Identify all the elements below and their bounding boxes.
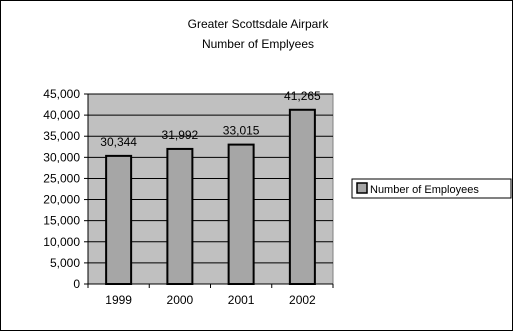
legend-label: Number of Employees bbox=[370, 184, 479, 196]
y-tick-label: 35,000 bbox=[43, 129, 80, 143]
y-tick-label: 15,000 bbox=[43, 214, 80, 228]
bar-2002 bbox=[288, 108, 316, 285]
y-tick-label: 0 bbox=[73, 277, 80, 291]
legend-swatch bbox=[356, 182, 368, 194]
data-label: 41,265 bbox=[284, 89, 321, 103]
data-label: 31,992 bbox=[162, 128, 199, 142]
x-axis-ticks: 1999 2000 2001 2002 bbox=[87, 284, 334, 307]
y-tick-label: 5,000 bbox=[50, 256, 80, 270]
y-tick-label: 45,000 bbox=[43, 87, 80, 101]
y-tick-label: 10,000 bbox=[43, 235, 80, 249]
legend: Number of Employees bbox=[351, 178, 512, 199]
legend-box bbox=[351, 178, 512, 199]
chart-subtitle: Number of Emplyees bbox=[202, 37, 314, 51]
y-tick-label: 40,000 bbox=[43, 108, 80, 122]
data-label: 30,344 bbox=[100, 135, 137, 149]
y-axis-ticks: 0 5,000 10,000 15,000 20,000 25,000 30,000 35,0… bbox=[43, 87, 333, 291]
x-tick-label: 2000 bbox=[167, 293, 194, 307]
x-tick-label: 1999 bbox=[105, 293, 132, 307]
y-tick-label: 25,000 bbox=[43, 171, 80, 185]
x-tick-label: 2001 bbox=[228, 293, 255, 307]
y-tick-label: 20,000 bbox=[43, 193, 80, 207]
chart-title: Greater Scottsdale Airpark bbox=[188, 17, 330, 31]
bar-2001 bbox=[227, 143, 255, 285]
data-label: 33,015 bbox=[223, 124, 260, 138]
bar-1999 bbox=[105, 154, 133, 285]
data-labels: 30,344 31,992 33,015 41,265 bbox=[100, 89, 321, 149]
bar-2000 bbox=[166, 147, 194, 285]
x-tick-label: 2002 bbox=[289, 293, 316, 307]
y-tick-label: 30,000 bbox=[43, 150, 80, 164]
